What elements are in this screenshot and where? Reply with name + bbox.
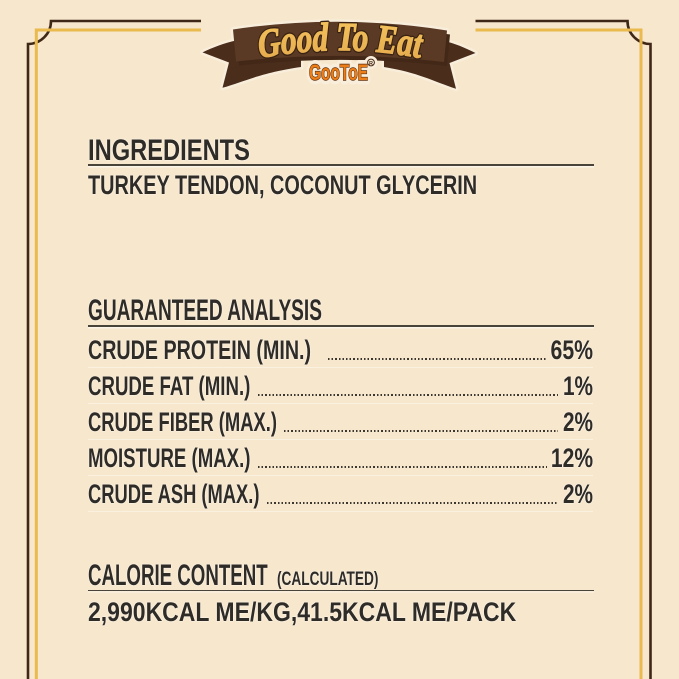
svg-text:R: R — [369, 61, 373, 67]
svg-text:GooToE: GooToE — [309, 60, 368, 85]
svg-text:GooToE: GooToE — [309, 60, 368, 85]
